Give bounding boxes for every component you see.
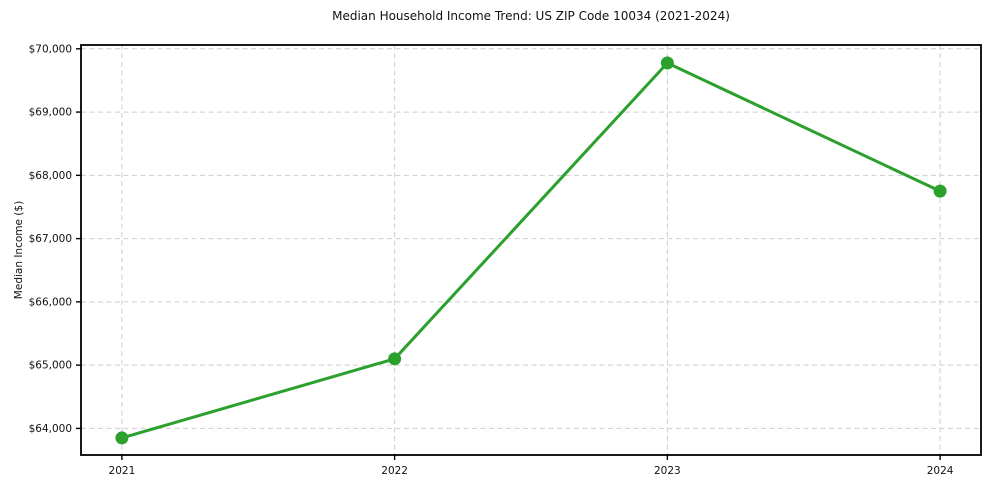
y-tick-label: $70,000	[29, 43, 72, 55]
data-line	[120, 61, 942, 440]
x-tick-label: 2022	[381, 465, 408, 477]
plot-spines	[80, 44, 982, 456]
data-point-marker	[115, 431, 129, 445]
y-tick-label: $64,000	[29, 423, 72, 435]
y-tick-label: $67,000	[29, 233, 72, 245]
x-tick-label: 2023	[654, 465, 681, 477]
x-tick-label: 2021	[109, 465, 136, 477]
data-point-marker	[660, 56, 674, 70]
y-tick-label: $66,000	[29, 296, 72, 308]
y-tick-label: $69,000	[29, 107, 72, 119]
data-point-marker	[933, 184, 947, 198]
data-point-marker	[388, 352, 402, 366]
y-tick-label: $65,000	[29, 360, 72, 372]
chart-title: Median Household Income Trend: US ZIP Co…	[332, 9, 730, 23]
x-tick-label: 2024	[927, 465, 954, 477]
y-tick-label: $68,000	[29, 170, 72, 182]
